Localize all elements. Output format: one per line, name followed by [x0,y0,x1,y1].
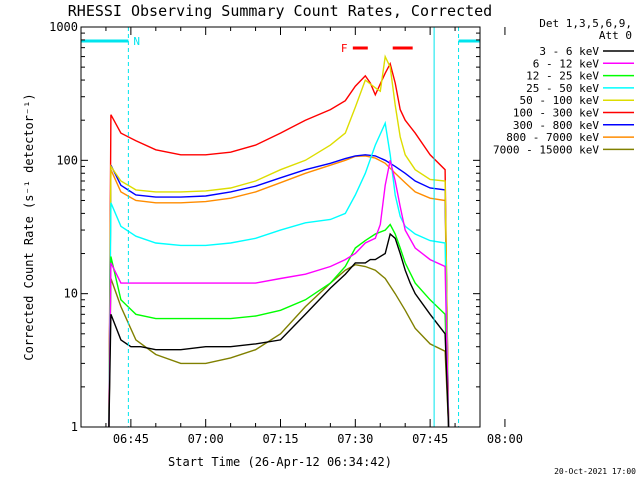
series-layer [108,54,450,428]
legend-label: 100 - 300 keV [513,107,599,120]
flare-label: F [341,42,348,55]
x-axis: 06:45 07:00 07:15 07:30 07:45 08:00 [80,27,523,446]
annotation-layer: NF [81,27,480,427]
x-tick-label: 07:30 [337,432,373,446]
legend-label: 25 - 50 keV [526,82,599,95]
y-tick-label: 1 [71,420,78,434]
x-tick-label: 06:45 [113,432,149,446]
timestamp: 20-Oct-2021 17:00 [554,467,636,476]
plot-frame [80,26,481,428]
x-tick-label: 07:00 [188,432,224,446]
y-axis-label: Corrected Count Rate (s⁻¹ detector⁻¹) [22,93,36,360]
series-line-100-300-kev [108,61,450,428]
series-line-50-100-kev [108,54,450,428]
legend-label: 800 - 7000 keV [506,131,599,144]
series-line-7000-15000-kev [108,263,450,428]
x-tick-label: 07:15 [262,432,298,446]
y-tick-label: 1000 [49,20,78,34]
series-line-25-50-kev [108,120,450,428]
legend-label: 50 - 100 keV [520,94,600,107]
chart-title: RHESSI Observing Summary Count Rates, Co… [68,2,492,20]
series-line-800-7000-kev [108,155,450,428]
legend-label: 300 - 800 keV [513,119,599,132]
x-axis-label: Start Time (26-Apr-12 06:34:42) [168,455,392,469]
night-label: N [133,35,140,48]
y-axis: 1 10 100 1000 [49,20,480,434]
series-line-3-6-kev [108,232,450,428]
series-line-300-800-kev [108,154,450,428]
legend-header: Det 1,3,5,6,9, Att 0 [539,17,632,42]
legend-label: 6 - 12 keV [533,57,600,70]
series-line-12-25-kev [108,223,450,428]
legend-header-line-2: Att 0 [599,29,632,42]
y-tick-label: 100 [56,153,78,167]
x-tick-label: 07:45 [412,432,448,446]
legend-label: 12 - 25 keV [526,70,599,83]
legend-label: 3 - 6 keV [539,45,599,58]
series-line-6-12-kev [108,160,450,428]
legend-label: 7000 - 15000 keV [493,143,599,156]
y-tick-label: 10 [64,287,78,301]
x-tick-label: 08:00 [487,432,523,446]
legend-header-line-1: Det 1,3,5,6,9, [539,17,632,30]
